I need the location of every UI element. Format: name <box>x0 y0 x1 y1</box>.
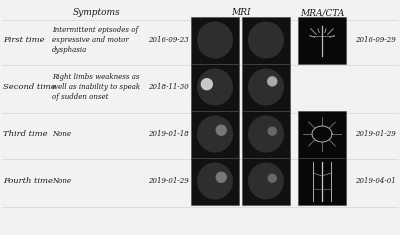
Bar <box>242 157 290 204</box>
Bar <box>191 63 239 110</box>
Circle shape <box>201 79 212 90</box>
Text: MRA/CTA: MRA/CTA <box>300 8 344 17</box>
Polygon shape <box>249 116 283 152</box>
Polygon shape <box>198 116 232 152</box>
Bar <box>242 110 290 157</box>
Text: Fourth time: Fourth time <box>3 177 53 185</box>
Text: Right limbs weakness as
well as inability to speak
of sudden onset: Right limbs weakness as well as inabilit… <box>52 73 140 101</box>
Bar <box>191 110 239 157</box>
Circle shape <box>216 125 226 135</box>
Polygon shape <box>249 69 283 105</box>
Bar <box>242 16 290 63</box>
Text: 2019-01-18: 2019-01-18 <box>148 130 189 138</box>
Text: MRI: MRI <box>231 8 250 17</box>
Circle shape <box>268 77 277 86</box>
Polygon shape <box>249 22 283 58</box>
Text: 2019-01-29: 2019-01-29 <box>148 177 189 185</box>
Text: Intermittent episodes of
expressive and motor
dysphasia: Intermittent episodes of expressive and … <box>52 26 138 54</box>
Text: 2019-04-01: 2019-04-01 <box>355 177 396 185</box>
Text: Symptoms: Symptoms <box>73 8 121 17</box>
Polygon shape <box>198 22 232 58</box>
Text: First time: First time <box>3 36 45 44</box>
Text: 2016-09-29: 2016-09-29 <box>355 36 396 44</box>
Circle shape <box>268 127 276 135</box>
Text: Third time: Third time <box>3 130 48 138</box>
Polygon shape <box>198 69 232 105</box>
Text: None: None <box>52 177 71 185</box>
Text: 2019-01-29: 2019-01-29 <box>355 130 396 138</box>
Bar <box>191 157 239 204</box>
Text: Second time: Second time <box>3 83 56 91</box>
Text: 2016-09-23: 2016-09-23 <box>148 36 189 44</box>
Circle shape <box>216 172 226 182</box>
Bar <box>191 16 239 63</box>
Circle shape <box>268 174 276 182</box>
Bar <box>298 157 346 204</box>
Polygon shape <box>249 163 283 199</box>
Text: 2018-11-30: 2018-11-30 <box>148 83 189 91</box>
Text: None: None <box>52 130 71 138</box>
Bar <box>298 16 346 63</box>
Bar <box>242 63 290 110</box>
Polygon shape <box>198 163 232 199</box>
Bar <box>298 110 346 157</box>
